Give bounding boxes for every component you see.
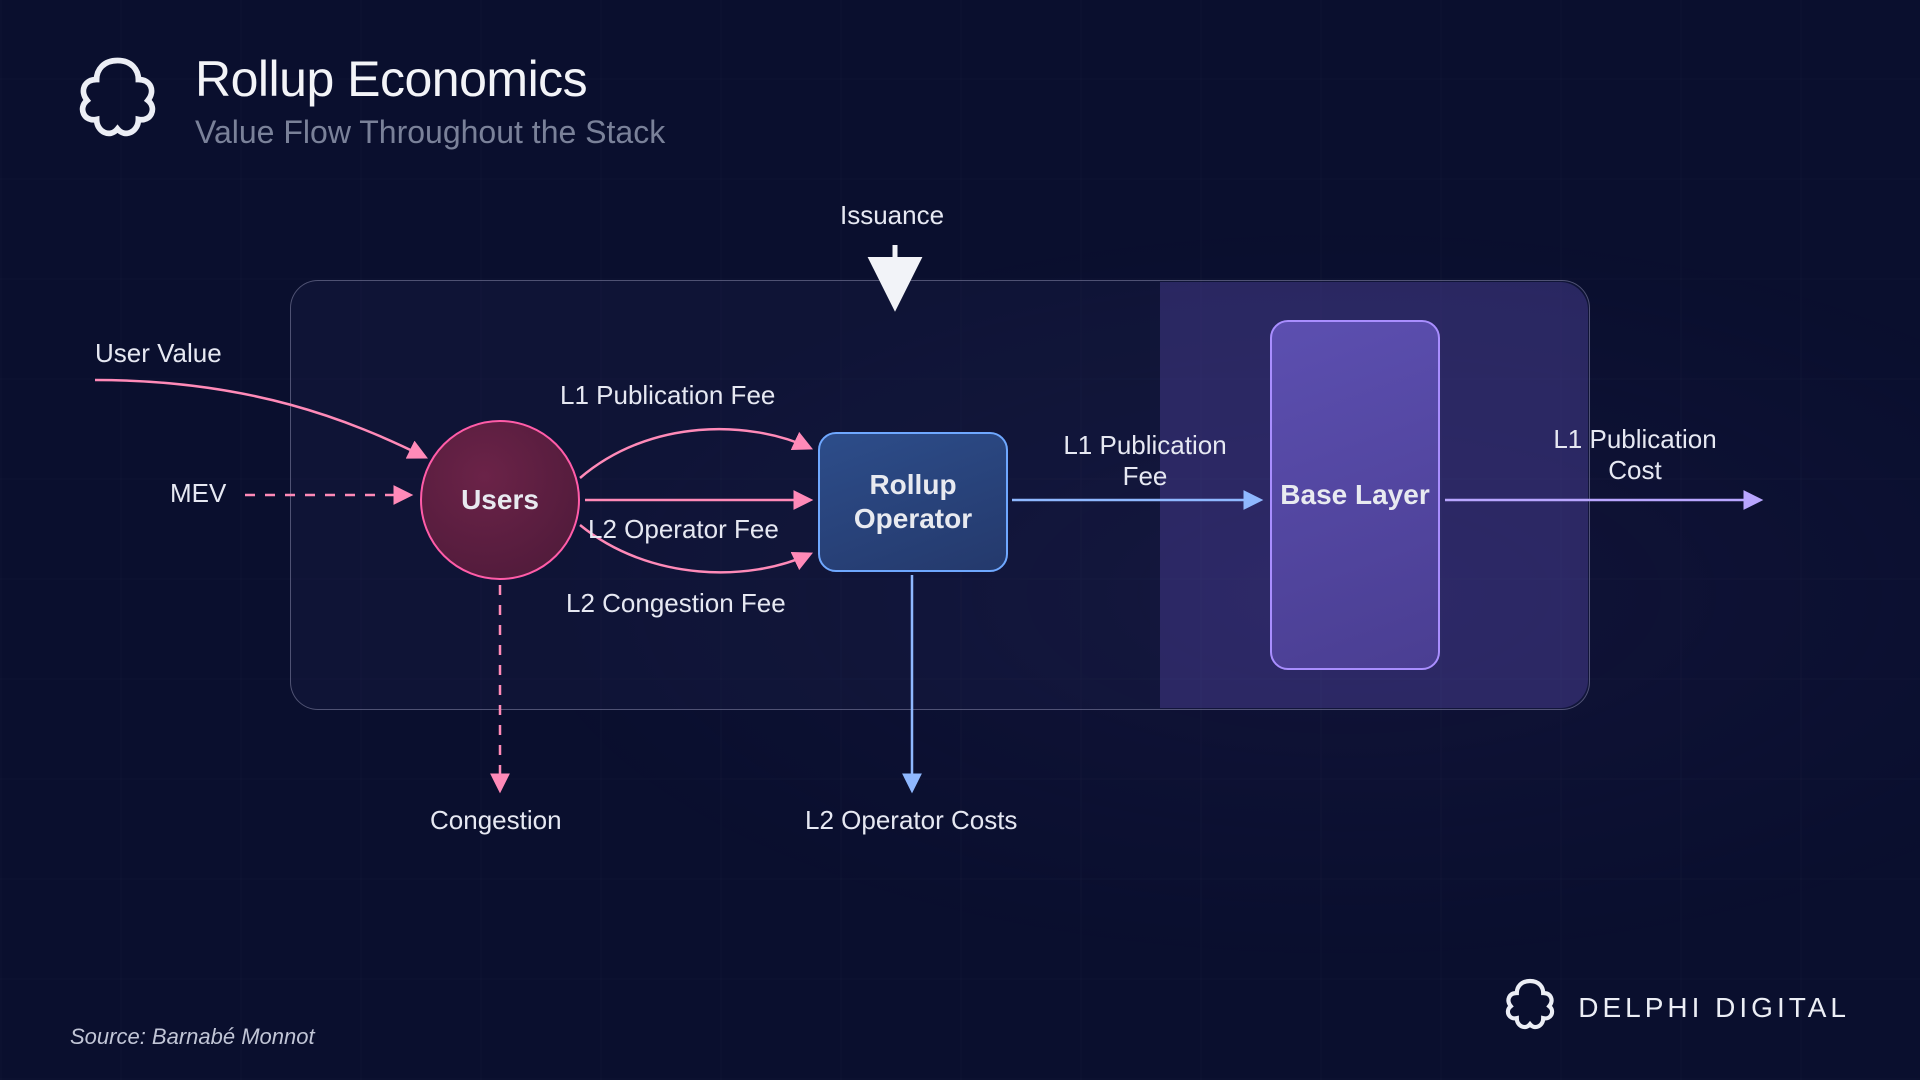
node-base-layer: Base Layer <box>1270 320 1440 670</box>
brand-text: DELPHI DIGITAL <box>1578 992 1850 1024</box>
label-l1-pub-fee: L1 Publication Fee <box>560 380 775 411</box>
node-base-label: Base Layer <box>1280 478 1429 512</box>
label-mev: MEV <box>170 478 226 509</box>
label-l2-op-costs: L2 Operator Costs <box>805 805 1017 836</box>
source-attribution: Source: Barnabé Monnot <box>70 1024 315 1050</box>
node-users-label: Users <box>461 484 539 516</box>
label-l2-op-fee: L2 Operator Fee <box>588 514 779 545</box>
label-user-value: User Value <box>95 338 222 369</box>
label-issuance: Issuance <box>840 200 944 231</box>
node-rollup-operator: Rollup Operator <box>818 432 1008 572</box>
label-l1-pub-fee-2: L1 PublicationFee <box>1040 430 1250 492</box>
label-l2-cong-fee: L2 Congestion Fee <box>566 588 786 619</box>
delphi-logo-small-icon <box>1500 975 1560 1040</box>
label-l1-pub-cost: L1 PublicationCost <box>1530 424 1740 486</box>
node-rollup-label: Rollup Operator <box>820 468 1006 535</box>
label-congestion: Congestion <box>430 805 562 836</box>
diagram: Users Rollup Operator Base Layer Issuanc… <box>0 0 1920 1080</box>
brand-footer: DELPHI DIGITAL <box>1500 975 1850 1040</box>
node-users: Users <box>420 420 580 580</box>
